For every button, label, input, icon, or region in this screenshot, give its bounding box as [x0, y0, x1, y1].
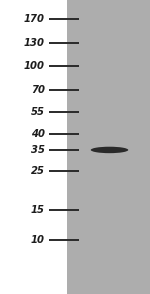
- Bar: [67, 0, 150, 294]
- Text: 35: 35: [31, 145, 45, 155]
- Text: 10: 10: [31, 235, 45, 245]
- Text: 25: 25: [31, 166, 45, 176]
- Text: 15: 15: [31, 205, 45, 215]
- Text: 40: 40: [31, 129, 45, 139]
- Ellipse shape: [91, 147, 128, 153]
- Text: 55: 55: [31, 107, 45, 117]
- Text: 70: 70: [31, 85, 45, 95]
- Text: 130: 130: [24, 38, 45, 48]
- Text: 170: 170: [24, 14, 45, 24]
- Text: 100: 100: [24, 61, 45, 71]
